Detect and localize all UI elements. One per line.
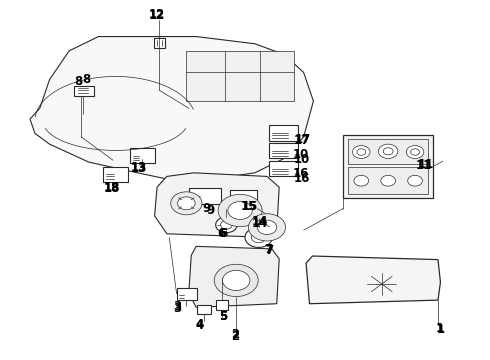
Text: 1: 1	[437, 323, 444, 336]
Polygon shape	[306, 256, 441, 304]
FancyBboxPatch shape	[347, 167, 428, 194]
Text: 2: 2	[231, 330, 239, 343]
FancyBboxPatch shape	[103, 167, 128, 182]
Text: 7: 7	[266, 244, 273, 257]
FancyBboxPatch shape	[230, 190, 257, 203]
FancyBboxPatch shape	[74, 86, 94, 96]
Text: 17: 17	[294, 134, 310, 147]
Text: 6: 6	[218, 227, 226, 240]
FancyBboxPatch shape	[270, 126, 298, 140]
Text: 9: 9	[203, 202, 211, 215]
Text: 4: 4	[195, 318, 203, 331]
Text: 9: 9	[207, 204, 215, 217]
Circle shape	[216, 217, 237, 233]
Text: 13: 13	[130, 161, 147, 174]
FancyBboxPatch shape	[216, 301, 228, 310]
Circle shape	[214, 264, 258, 297]
Circle shape	[381, 175, 395, 186]
Text: 17: 17	[294, 133, 311, 146]
Polygon shape	[30, 37, 314, 180]
Circle shape	[248, 214, 286, 241]
FancyBboxPatch shape	[347, 139, 428, 164]
FancyBboxPatch shape	[154, 39, 165, 48]
Text: 12: 12	[149, 9, 165, 22]
FancyBboxPatch shape	[186, 51, 294, 101]
Text: 5: 5	[219, 310, 227, 324]
FancyBboxPatch shape	[270, 161, 298, 176]
Text: 14: 14	[251, 216, 268, 230]
Text: 1: 1	[436, 322, 443, 335]
Circle shape	[378, 144, 398, 158]
Circle shape	[177, 197, 195, 210]
Circle shape	[411, 149, 419, 155]
Text: 12: 12	[149, 8, 165, 21]
FancyBboxPatch shape	[189, 188, 220, 204]
Text: 14: 14	[251, 215, 268, 228]
Circle shape	[228, 202, 252, 220]
Polygon shape	[155, 173, 279, 237]
Text: 11: 11	[416, 159, 432, 172]
Circle shape	[222, 270, 250, 291]
Circle shape	[257, 220, 277, 234]
Circle shape	[357, 149, 366, 155]
Circle shape	[383, 148, 393, 155]
Text: 13: 13	[131, 162, 147, 175]
FancyBboxPatch shape	[130, 148, 155, 163]
Text: 2: 2	[231, 328, 239, 341]
FancyBboxPatch shape	[230, 207, 257, 220]
Circle shape	[245, 227, 272, 247]
Text: 8: 8	[75, 75, 83, 88]
Circle shape	[352, 145, 370, 158]
Text: 7: 7	[265, 243, 272, 256]
Polygon shape	[189, 246, 279, 307]
Text: 16: 16	[294, 172, 310, 185]
FancyBboxPatch shape	[270, 143, 298, 158]
Text: 10: 10	[294, 153, 310, 166]
Text: 16: 16	[293, 167, 309, 180]
Circle shape	[406, 145, 424, 158]
FancyBboxPatch shape	[176, 288, 197, 300]
Text: 8: 8	[82, 73, 90, 86]
Text: 3: 3	[173, 302, 182, 315]
Circle shape	[220, 221, 232, 229]
Text: 18: 18	[104, 182, 120, 195]
Text: 15: 15	[240, 201, 257, 213]
Circle shape	[408, 175, 422, 186]
Text: 15: 15	[242, 200, 258, 213]
Text: 10: 10	[293, 148, 309, 161]
Text: 4: 4	[196, 319, 204, 332]
Circle shape	[354, 175, 368, 186]
Circle shape	[171, 192, 202, 215]
Text: 18: 18	[104, 181, 120, 194]
Text: 3: 3	[173, 300, 182, 313]
Text: 5: 5	[219, 310, 227, 323]
FancyBboxPatch shape	[343, 135, 433, 198]
Circle shape	[251, 232, 266, 243]
Text: 11: 11	[417, 158, 434, 171]
Text: 6: 6	[219, 226, 227, 239]
FancyBboxPatch shape	[197, 305, 211, 315]
Circle shape	[218, 194, 262, 226]
